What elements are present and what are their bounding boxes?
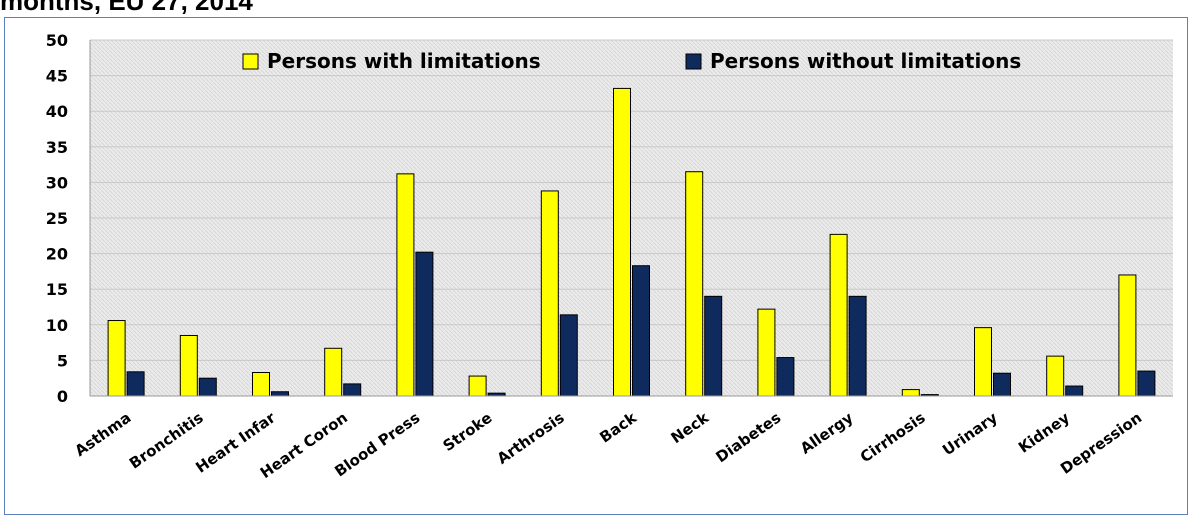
bar-without-limitations	[343, 383, 362, 397]
bar-with-limitations	[1118, 274, 1137, 397]
bar-with-limitations	[540, 190, 559, 397]
bar-without-limitations	[415, 251, 434, 397]
y-tick-label: 40	[46, 102, 68, 121]
y-tick-label: 50	[46, 31, 68, 50]
bar-without-limitations	[993, 372, 1011, 397]
x-category-label: Arthrosis	[494, 408, 568, 467]
bar-with-limitations	[468, 375, 487, 397]
y-tick-label: 10	[46, 316, 68, 335]
x-category-label: Allergy	[797, 408, 857, 457]
y-tick-label: 5	[57, 351, 68, 370]
bar-with-limitations	[757, 308, 776, 397]
bar-with-limitations	[396, 173, 415, 397]
bar-with-limitations	[179, 334, 198, 397]
bar-with-limitations	[252, 372, 270, 397]
bar-with-limitations	[107, 320, 126, 397]
chart-title-fragment: months, EU 27, 2014	[0, 0, 253, 16]
bar-without-limitations	[1065, 385, 1084, 397]
bar-without-limitations	[632, 265, 650, 397]
bar-with-limitations	[1046, 355, 1065, 397]
y-tick-label: 20	[46, 245, 68, 264]
x-category-label: Urinary	[939, 408, 1001, 459]
x-category-label: Back	[596, 408, 640, 447]
legend-swatch	[242, 53, 259, 70]
bar-without-limitations	[271, 391, 289, 397]
y-tick-label: 30	[46, 173, 68, 192]
x-category-label: Cirrhosis	[857, 408, 929, 466]
x-category-label: Asthma	[72, 409, 135, 461]
bar-with-limitations	[974, 327, 992, 397]
y-tick-label: 45	[46, 67, 68, 86]
y-tick-label: 15	[46, 280, 68, 299]
y-tick-label: 0	[57, 387, 68, 406]
bar-with-limitations	[901, 389, 920, 397]
x-category-label: Diabetes	[713, 408, 785, 466]
gridlines	[90, 39, 1173, 361]
bar-chart: 0 5 10 15 20 25 30 35 40 45 50 AsthmaBronchitisHea…	[46, 31, 1173, 482]
x-category-label: Stroke	[440, 409, 496, 456]
chart-frame: 0 5 10 15 20 25 30 35 40 45 50 Asthma Bronchitis Hea…	[4, 17, 1188, 515]
bar-without-limitations	[198, 377, 217, 397]
x-category-label: Depression	[1057, 409, 1145, 478]
bar-without-limitations	[559, 314, 578, 397]
x-category-label: Neck	[668, 408, 713, 447]
bar-without-limitations	[776, 357, 795, 397]
bar-without-limitations	[1137, 370, 1156, 397]
legend: Persons with limitations Persons without …	[242, 49, 1021, 73]
y-tick-label: 25	[46, 209, 68, 228]
bar-without-limitations	[848, 295, 867, 397]
legend-label: Persons with limitations	[267, 49, 541, 73]
bar-without-limitations	[126, 371, 145, 397]
x-category-label: Kidney	[1015, 408, 1073, 456]
legend-swatch	[685, 53, 702, 70]
bar-with-limitations	[324, 347, 343, 397]
bar-without-limitations	[704, 295, 723, 397]
y-axis: 0 5 10 15 20 25 30 35 40 45 50	[46, 31, 91, 406]
y-tick-label: 35	[46, 138, 68, 157]
bar-with-limitations	[685, 171, 704, 397]
legend-label: Persons without limitations	[710, 49, 1021, 73]
bar-with-limitations	[613, 87, 631, 397]
bar-with-limitations	[829, 233, 848, 397]
